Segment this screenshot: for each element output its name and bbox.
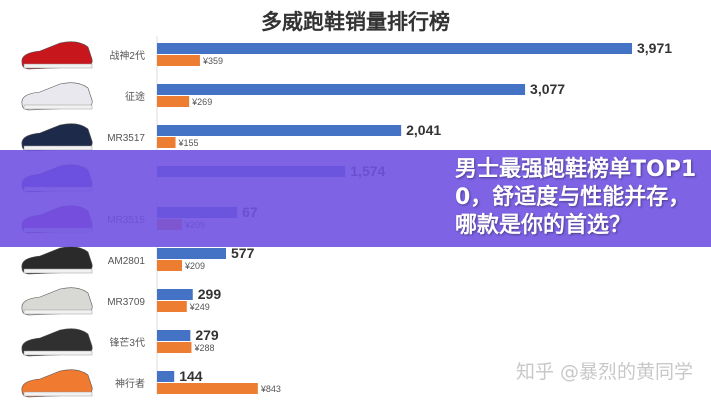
sales-label: 577 <box>231 245 255 261</box>
chart-title: 多威跑鞋销量排行榜 <box>261 10 450 34</box>
shoe-image <box>21 246 93 275</box>
shoe-sole <box>23 268 93 274</box>
price-bar <box>157 137 176 148</box>
price-label: ¥359 <box>202 56 223 66</box>
price-bar <box>157 55 200 66</box>
sales-bar <box>157 330 191 341</box>
shoe-image <box>21 328 93 357</box>
sales-bar <box>157 125 402 136</box>
shoe-sole <box>23 309 93 315</box>
sales-bar <box>157 43 632 54</box>
sales-bar <box>157 248 227 259</box>
shoe-sole <box>23 104 93 110</box>
sales-bar <box>157 371 175 382</box>
price-label: ¥155 <box>178 138 199 148</box>
sales-label: 3,971 <box>637 40 672 56</box>
shoe-image <box>21 369 93 398</box>
price-bar <box>157 342 192 353</box>
price-bar <box>157 383 258 394</box>
sales-label: 299 <box>198 286 222 302</box>
shoe-image <box>21 41 93 70</box>
category-label: 神行者 <box>115 377 145 390</box>
price-bar <box>157 260 182 271</box>
sales-label: 144 <box>179 368 203 384</box>
sales-label: 2,041 <box>406 122 441 138</box>
category-label: MR3517 <box>107 133 145 144</box>
sales-label: 3,077 <box>530 81 565 97</box>
sales-label: 279 <box>195 327 219 343</box>
sales-bar <box>157 84 526 95</box>
shoe-image <box>21 287 93 316</box>
price-label: ¥249 <box>189 302 210 312</box>
sales-bar <box>157 289 193 300</box>
shoe-sole <box>23 391 93 397</box>
price-label: ¥209 <box>184 261 205 271</box>
price-label: ¥269 <box>191 97 212 107</box>
price-bar <box>157 301 187 312</box>
shoe-image <box>21 82 93 111</box>
category-label: 锋芒3代 <box>109 336 145 349</box>
headline-text: 男士最强跑鞋榜单TOP10，舒适度与性能并存，哪款是你的首选？ <box>455 157 697 238</box>
watermark: 知乎 @暴烈的黄同学 <box>515 361 693 383</box>
price-label: ¥288 <box>193 343 214 353</box>
shoe-sole <box>23 350 93 356</box>
category-label: MR3709 <box>107 297 145 308</box>
price-bar <box>157 96 190 107</box>
category-label: 征途 <box>125 90 145 103</box>
category-label: AM2801 <box>108 256 146 267</box>
shoe-sole <box>23 63 93 69</box>
category-label: 战神2代 <box>109 49 145 62</box>
headline-banner: 男士最强跑鞋榜单TOP10，舒适度与性能并存，哪款是你的首选？ <box>0 150 711 247</box>
price-label: ¥843 <box>260 384 281 394</box>
